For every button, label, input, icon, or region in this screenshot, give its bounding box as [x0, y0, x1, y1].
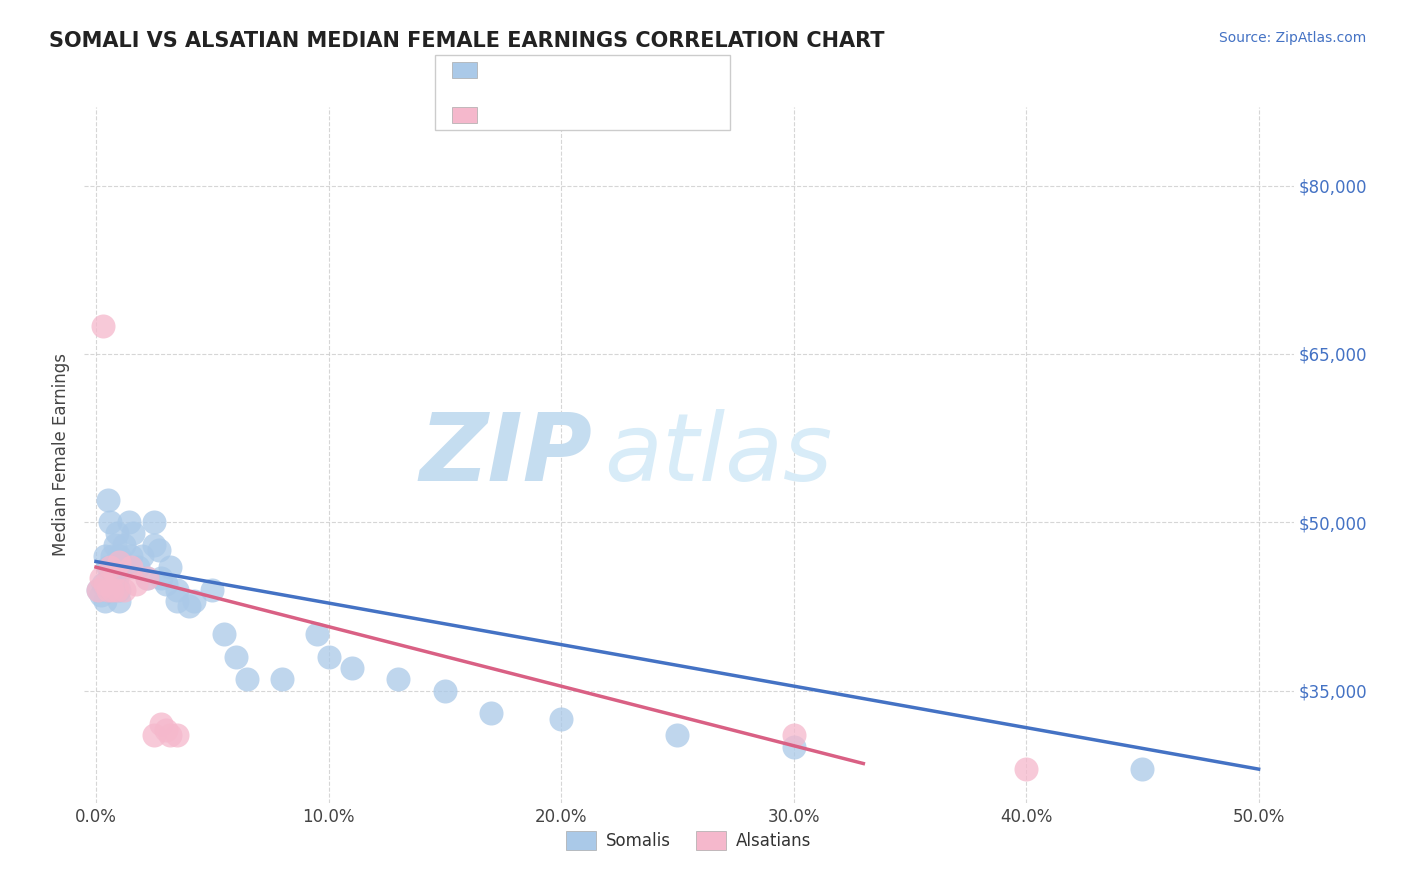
Point	[104, 566, 127, 580]
Point	[91, 577, 114, 591]
Point	[159, 560, 181, 574]
Point	[112, 538, 135, 552]
Point	[143, 538, 166, 552]
Point	[104, 577, 127, 591]
Point	[201, 582, 224, 597]
Point	[105, 526, 128, 541]
Point	[155, 723, 177, 737]
Point	[108, 549, 131, 563]
Text: -0.525: -0.525	[530, 62, 591, 79]
Point	[166, 729, 188, 743]
Point	[120, 560, 142, 574]
Point	[110, 560, 132, 574]
Point	[98, 515, 121, 529]
Point	[91, 318, 114, 333]
Point	[159, 729, 181, 743]
Text: -0.433: -0.433	[530, 106, 591, 124]
Y-axis label: Median Female Earnings: Median Female Earnings	[52, 353, 70, 557]
Point	[148, 543, 170, 558]
Point	[782, 739, 804, 754]
Point	[122, 526, 145, 541]
Point	[387, 673, 409, 687]
Point	[550, 712, 572, 726]
Text: ZIP: ZIP	[419, 409, 592, 501]
Text: N =: N =	[593, 62, 631, 79]
Point	[94, 594, 117, 608]
Text: atlas: atlas	[605, 409, 832, 500]
Point	[97, 582, 120, 597]
Point	[108, 594, 131, 608]
Point	[166, 594, 188, 608]
Point	[105, 582, 128, 597]
Legend: Somalis, Alsatians: Somalis, Alsatians	[560, 824, 818, 857]
Point	[212, 627, 235, 641]
Point	[236, 673, 259, 687]
Text: N =: N =	[593, 106, 631, 124]
Point	[479, 706, 502, 720]
Point	[87, 582, 110, 597]
Point	[98, 560, 121, 574]
Point	[166, 582, 188, 597]
Text: R =: R =	[488, 106, 524, 124]
Point	[136, 571, 159, 585]
Point	[90, 571, 112, 585]
Point	[177, 599, 200, 614]
Text: 21: 21	[628, 106, 652, 124]
Point	[120, 549, 142, 563]
Point	[97, 492, 120, 507]
Point	[101, 582, 124, 597]
Point	[433, 683, 456, 698]
Point	[98, 560, 121, 574]
Point	[87, 582, 110, 597]
Point	[97, 560, 120, 574]
Point	[104, 538, 127, 552]
Point	[150, 717, 173, 731]
Point	[105, 571, 128, 585]
Point	[108, 555, 131, 569]
Point	[131, 549, 153, 563]
Point	[183, 594, 205, 608]
Point	[94, 549, 117, 563]
Point	[101, 549, 124, 563]
Point	[271, 673, 294, 687]
Point	[101, 582, 124, 597]
Text: 53: 53	[628, 62, 652, 79]
Point	[305, 627, 328, 641]
Point	[115, 560, 138, 574]
Point	[1132, 762, 1154, 776]
Point	[117, 515, 139, 529]
Point	[340, 661, 363, 675]
Point	[225, 649, 247, 664]
Point	[112, 582, 135, 597]
Point	[143, 729, 166, 743]
Point	[666, 729, 689, 743]
Point	[318, 649, 340, 664]
Point	[150, 571, 173, 585]
Point	[136, 571, 159, 585]
Point	[782, 729, 804, 743]
Point	[143, 515, 166, 529]
Point	[124, 577, 146, 591]
Point	[97, 582, 120, 597]
Point	[108, 582, 131, 597]
Point	[155, 577, 177, 591]
Point	[90, 588, 112, 602]
Text: Source: ZipAtlas.com: Source: ZipAtlas.com	[1219, 31, 1367, 45]
Text: R =: R =	[488, 62, 524, 79]
Point	[94, 577, 117, 591]
Point	[1015, 762, 1038, 776]
Text: SOMALI VS ALSATIAN MEDIAN FEMALE EARNINGS CORRELATION CHART: SOMALI VS ALSATIAN MEDIAN FEMALE EARNING…	[49, 31, 884, 51]
Point	[127, 560, 149, 574]
